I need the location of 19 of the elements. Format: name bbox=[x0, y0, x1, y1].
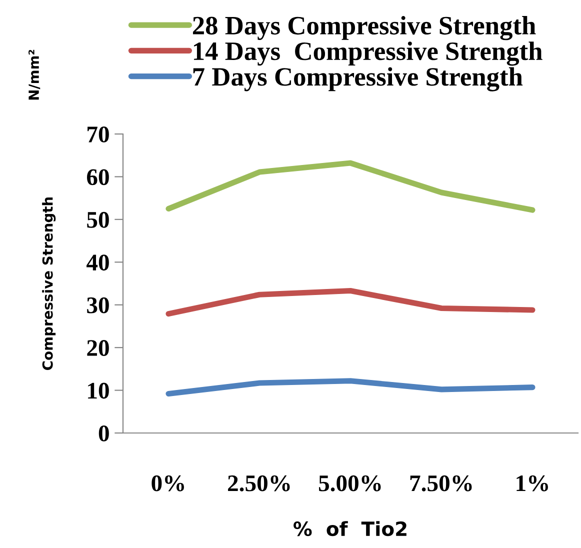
x-tick-label: 0% bbox=[152, 475, 184, 492]
y-tick-label: 40 bbox=[86, 254, 109, 271]
y-tick-label: 50 bbox=[87, 212, 109, 228]
x-tick-label: 7.50% bbox=[410, 475, 472, 492]
text: N/mm² bbox=[28, 50, 40, 100]
y-tick-label: 60 bbox=[87, 169, 109, 186]
y-tick-label: 70 bbox=[88, 126, 109, 142]
legend-label: 14 Days Compressive Strength bbox=[194, 42, 542, 66]
legend-label: 28 Days Compressive Strength bbox=[192, 16, 536, 40]
y-axis-title: Compressive Strength bbox=[42, 197, 56, 370]
y-tick-label: 10 bbox=[88, 382, 109, 399]
y-tick-label: 30 bbox=[87, 297, 109, 314]
y-tick-label: 0 bbox=[98, 425, 109, 442]
x-tick-label: 5.00% bbox=[318, 475, 381, 492]
legend-label: 7 Days Compressive Strength bbox=[193, 67, 523, 92]
y-tick-label: 20 bbox=[87, 340, 109, 356]
x-axis-title: % of Tio2 bbox=[294, 521, 406, 536]
x-tick-label: 2.50% bbox=[228, 475, 290, 492]
x-tick-label: 1% bbox=[516, 475, 548, 492]
